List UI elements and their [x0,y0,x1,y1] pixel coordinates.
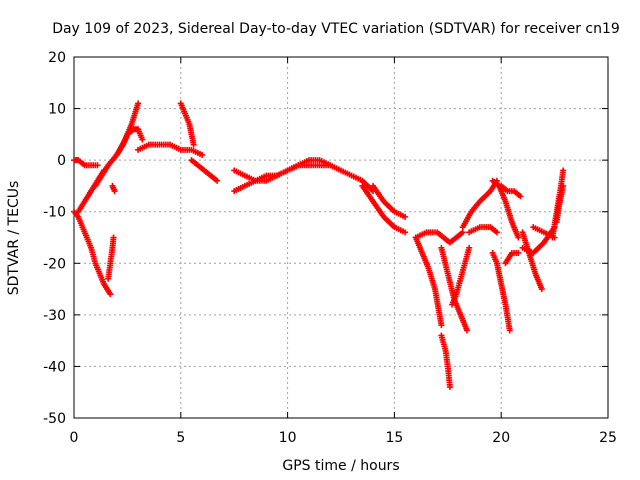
data-point [110,234,117,241]
data-point [515,249,522,256]
data-point [506,327,513,334]
grid [74,57,608,418]
data-point [446,384,453,391]
chart-title: Day 109 of 2023, Sidereal Day-to-day VTE… [52,21,620,37]
series-arc-x [498,182,524,200]
y-tick-label: -40 [43,359,66,375]
y-tick-label: -50 [43,411,66,427]
series-arc-m [359,182,409,236]
series-arc-s [449,244,473,308]
data-point [560,167,567,174]
series-arc-f [92,100,142,189]
x-axis-label: GPS time / hours [282,458,399,474]
data-point [199,151,206,158]
series-arc-ad [553,182,567,226]
data-point [459,229,466,236]
series-arc-q [438,332,453,391]
series-arc-c [105,234,117,282]
x-tick-label: 10 [279,430,297,446]
series-arc-a [71,157,101,169]
data-point [464,327,471,334]
y-axis: 20 10 0 -10 -20 -30 -40 -50 [43,50,608,427]
data-point [402,229,409,236]
series-arc-w [489,177,522,241]
y-axis-label: SDTVAR / TECUs [6,181,22,296]
data-point [517,193,524,200]
data-point [402,213,409,220]
x-tick-label: 15 [385,430,403,446]
series-arc-g [113,126,146,158]
x-tick-label: 25 [599,430,617,446]
y-tick-label: -10 [43,205,66,221]
y-tick-label: -20 [43,256,66,272]
y-tick-label: 20 [48,50,66,66]
series-arc-v [489,249,513,334]
series-arc-u [459,177,500,231]
data-point [111,188,118,195]
data-point [107,291,114,298]
data-point [94,162,101,169]
series-arc-h [135,141,206,158]
y-tick-label: 10 [48,102,66,118]
series-arc-p [412,234,445,329]
x-tick-label: 0 [70,430,79,446]
series-arc-l [231,157,334,184]
plot-frame [73,56,609,419]
y-tick-label: 0 [57,153,66,169]
data-points [71,100,567,391]
data-point [327,162,334,169]
data-point [139,136,146,143]
series-arc-r [438,244,471,334]
data-point [560,182,567,189]
data-point [493,229,500,236]
data-point [438,322,445,329]
series-arc-j [188,157,221,184]
series-arc-b [71,208,114,298]
series-arc-t [466,224,500,236]
series-arc-z [519,229,545,293]
series-arc-i [177,100,197,148]
x-tick-label: 20 [492,430,510,446]
y-tick-label: -30 [43,308,66,324]
x-axis: 0 5 10 15 20 25 [70,57,617,446]
data-point [538,286,545,293]
series-arc-e [109,182,118,195]
data-point [214,177,221,184]
x-tick-label: 5 [176,430,185,446]
data-point [190,141,197,148]
data-point [515,234,522,241]
data-point [466,244,473,251]
data-point [135,100,142,107]
series-arc-n [370,182,409,220]
series-arc-y [502,249,522,267]
